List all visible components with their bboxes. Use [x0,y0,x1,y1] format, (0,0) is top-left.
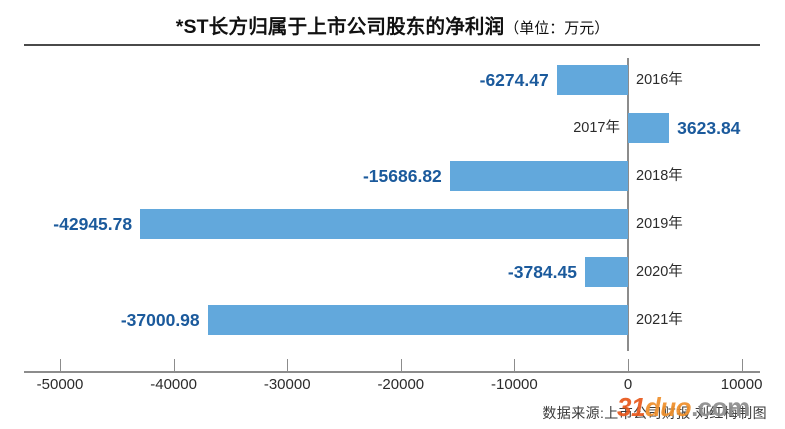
watermark-part-3: .com [691,392,750,422]
bar-category-label: 2020年 [636,264,683,280]
x-axis-tick [173,359,175,371]
bar-value-label: -6274.47 [479,70,549,90]
bar-value-label: -3784.45 [507,262,577,282]
x-axis-tick [741,359,743,371]
bar[interactable] [628,113,670,143]
bar-row: -3784.45 2020年 [0,248,785,296]
watermark-part-2: duo [644,392,692,422]
bar-row: -6274.47 2016年 [0,56,785,104]
x-axis-tick [287,359,289,371]
watermark-part-1: 31 [617,392,645,422]
x-axis-tick-label: -40000 [150,376,197,393]
bar-row: -37000.98 2021年 [0,296,785,344]
bar[interactable] [556,65,628,95]
bar-value-label: -42945.78 [53,214,133,234]
x-axis-tick [60,359,61,371]
x-axis-tick-label: -20000 [377,376,425,393]
bar-value-label: -15686.82 [362,166,442,186]
chart-title: *ST长方归属于上市公司股东的净利润（单位：万元） [0,10,785,39]
x-axis-tick-label: -10000 [491,376,538,393]
site-watermark: 31duo.com [617,394,750,420]
zero-axis-line [627,58,629,351]
x-axis-tick-label: -30000 [263,376,311,393]
bar-value-label: 3623.84 [677,118,741,138]
x-axis-tick [514,359,516,371]
chart-title-unit: （单位：万元） [504,20,610,37]
x-axis: -50000 -40000 -30000 -20000 -10000 0 10000 [0,357,785,397]
bar[interactable] [585,257,628,287]
x-axis-tick-label: 0 [623,376,633,393]
bar[interactable] [449,161,628,191]
x-axis-line [24,371,760,373]
bar-row: 3623.84 2017年 [0,104,785,152]
bar-row: -42945.78 2019年 [0,200,785,248]
bar-category-label: 2019年 [636,216,683,232]
source-note: 数据来源:上市公司财报 刘红梅制图 [542,405,767,421]
bar-row: -15686.82 2018年 [0,152,785,200]
title-divider [24,44,760,46]
x-axis-tick [400,359,402,371]
bar-value-label: -37000.98 [120,310,200,330]
bar-category-label: 2018年 [636,168,683,184]
x-axis-tick-label: 10000 [720,376,763,393]
bar-category-label: 2017年 [573,120,620,136]
bar[interactable] [140,209,628,239]
bar-category-label: 2021年 [636,312,683,328]
x-axis-tick [628,359,629,371]
chart-title-main: *ST长方归属于上市公司股东的净利润 [175,16,505,38]
bar-category-label: 2016年 [636,72,683,88]
bar[interactable] [207,305,628,335]
plot-area: -6274.47 2016年 3623.84 2017年 -15686.82 2018年 -… [0,52,785,357]
x-axis-tick-label: -50000 [36,376,84,393]
